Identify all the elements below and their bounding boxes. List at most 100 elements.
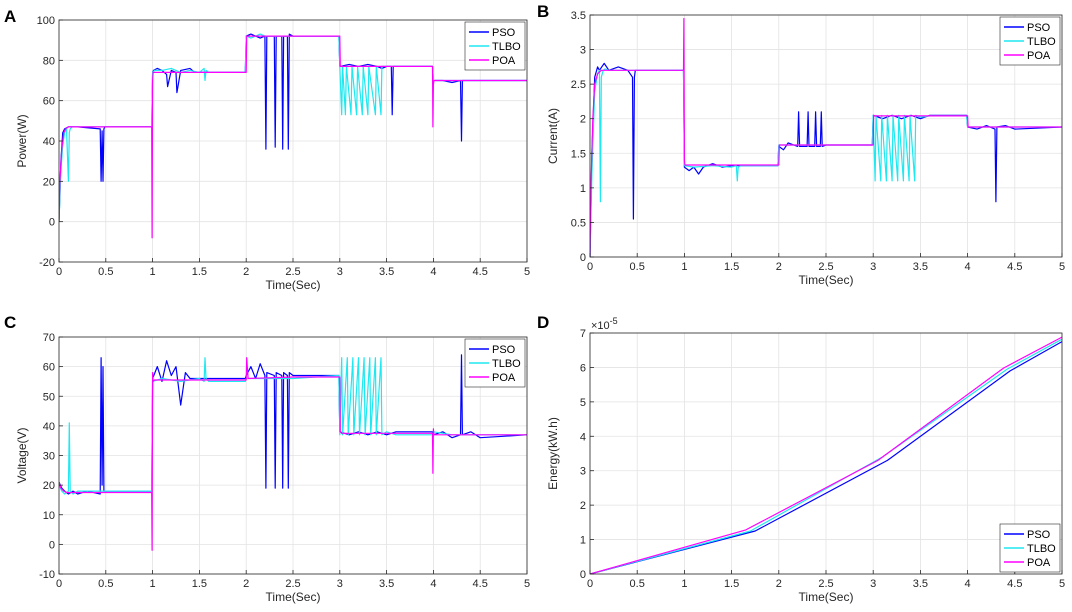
x-tick-label: 3 (870, 578, 876, 590)
y-tick-label: 40 (43, 421, 55, 433)
x-axis-label: Time(Sec) (266, 590, 321, 604)
x-tick-label: 0 (587, 578, 593, 590)
series-tlbo (590, 68, 1062, 257)
y-tick-label: 40 (43, 136, 55, 148)
x-tick-label: 4 (965, 261, 971, 273)
legend-label-pso: PSO (492, 27, 516, 39)
x-tick-label: 3.5 (913, 261, 928, 273)
y-tick-label: 3 (580, 45, 586, 57)
y-tick-label: 2 (580, 114, 586, 126)
y-axis-label: Voltage(V) (15, 427, 29, 483)
y-tick-label: 1 (580, 535, 586, 547)
series-poa (59, 35, 527, 239)
legend-label-tlbo: TLBO (1027, 36, 1056, 48)
x-tick-label: 1.5 (724, 578, 739, 590)
x-tick-label: 2 (243, 266, 249, 278)
x-tick-label: 1.5 (192, 266, 207, 278)
y-axis-label: Energy(kW.h) (546, 417, 560, 490)
legend-label-tlbo: TLBO (1027, 543, 1056, 555)
x-tick-label: 4.5 (473, 578, 488, 590)
x-axis-label: Time(Sec) (799, 273, 854, 287)
y-axis-label: Power(W) (15, 114, 29, 167)
y-tick-label: 2.5 (571, 79, 586, 91)
chart-b: 0 0.5 1 1.5 2 2.5 3 3.5 4 4.5 5 0 0.5 1 1.5 2 2.5 3 3.5 Tim… (537, 2, 1065, 287)
y-tick-label: 0 (49, 217, 55, 229)
x-tick-label: 2 (243, 578, 249, 590)
y-tick-label: 10 (43, 510, 55, 522)
series-poa (590, 17, 1062, 257)
x-tick-label: 0 (56, 578, 62, 590)
legend-label-tlbo: TLBO (492, 358, 521, 370)
x-tick-label: 3 (870, 261, 876, 273)
y-tick-label: 80 (43, 55, 55, 67)
legend-label-poa: POA (1027, 50, 1051, 62)
y-tick-label: 50 (43, 391, 55, 403)
y-tick-label: 2 (580, 500, 586, 512)
panel-letter: B (537, 2, 549, 21)
legend-label-pso: PSO (492, 344, 516, 356)
x-tick-label: 5 (524, 266, 530, 278)
y-tick-label: 20 (43, 176, 55, 188)
x-axis-label: Time(Sec) (799, 590, 854, 604)
x-tick-label: 5 (1059, 578, 1065, 590)
legend-label-tlbo: TLBO (492, 41, 521, 53)
y-tick-label: 0 (49, 539, 55, 551)
y-exponent-power: -5 (610, 316, 618, 326)
x-tick-label: 1 (150, 578, 156, 590)
x-tick-label: 2 (776, 261, 782, 273)
x-tick-label: 0 (56, 266, 62, 278)
x-tick-label: 1 (681, 261, 687, 273)
y-tick-label: 1 (580, 183, 586, 195)
y-tick-label: 4 (580, 431, 586, 443)
y-tick-label: 60 (43, 362, 55, 374)
chart-d: 0 0.5 1 1.5 2 2.5 3 3.5 4 4.5 5 0 1 2 3 4 5 6 7 Time(Sec) En… (537, 313, 1065, 604)
x-tick-label: 3 (337, 578, 343, 590)
x-tick-label: 2.5 (285, 266, 300, 278)
legend-label-poa: POA (1027, 557, 1051, 569)
y-tick-label: -10 (39, 569, 55, 581)
y-tick-label: 0 (580, 252, 586, 264)
x-tick-label: 4.5 (1007, 261, 1022, 273)
y-tick-label: 3 (580, 466, 586, 478)
series-pso (59, 354, 527, 495)
x-tick-label: 3 (337, 266, 343, 278)
chart-a: 0 0.5 1 1.5 2 2.5 3 3.5 4 4.5 5-20020406080100Time… (4, 7, 530, 292)
y-tick-label: 3.5 (571, 10, 586, 22)
x-tick-label: 3.5 (379, 266, 394, 278)
x-tick-label: 2.5 (818, 578, 833, 590)
panel-letter: A (4, 7, 16, 26)
y-tick-label: 7 (580, 328, 586, 340)
legend: PSO TLBO POA (464, 338, 526, 388)
legend: PSO TLBO POA (999, 16, 1061, 66)
x-tick-label: 3.5 (913, 578, 928, 590)
x-tick-label: 4.5 (1007, 578, 1022, 590)
x-tick-label: 5 (524, 578, 530, 590)
y-tick-label: 0.5 (571, 217, 586, 229)
x-tick-label: 0 (587, 261, 593, 273)
series-poa (59, 357, 527, 551)
x-tick-label: 0.5 (98, 266, 113, 278)
y-tick-label: 30 (43, 451, 55, 463)
y-tick-label: 6 (580, 362, 586, 374)
y-tick-label: 0 (580, 569, 586, 581)
series-poa (590, 336, 1062, 574)
x-tick-label: 5 (1059, 261, 1065, 273)
x-tick-label: 2.5 (285, 578, 300, 590)
y-tick-label: 1.5 (571, 148, 586, 160)
y-axis-label: Current(A) (546, 108, 560, 164)
series-pso (590, 341, 1062, 574)
x-tick-label: 4 (430, 578, 436, 590)
legend-label-pso: PSO (1027, 22, 1051, 34)
legend-label-pso: PSO (1027, 529, 1051, 541)
x-tick-label: 1.5 (724, 261, 739, 273)
y-tick-label: 5 (580, 397, 586, 409)
y-tick-label: 60 (43, 96, 55, 108)
panel-letter: D (537, 313, 549, 332)
x-tick-label: 4 (965, 578, 971, 590)
x-tick-label: 2.5 (818, 261, 833, 273)
x-tick-label: 4 (430, 266, 436, 278)
legend: PSO TLBO POA (464, 21, 526, 71)
y-tick-label: 70 (43, 332, 55, 344)
x-tick-label: 0.5 (98, 578, 113, 590)
